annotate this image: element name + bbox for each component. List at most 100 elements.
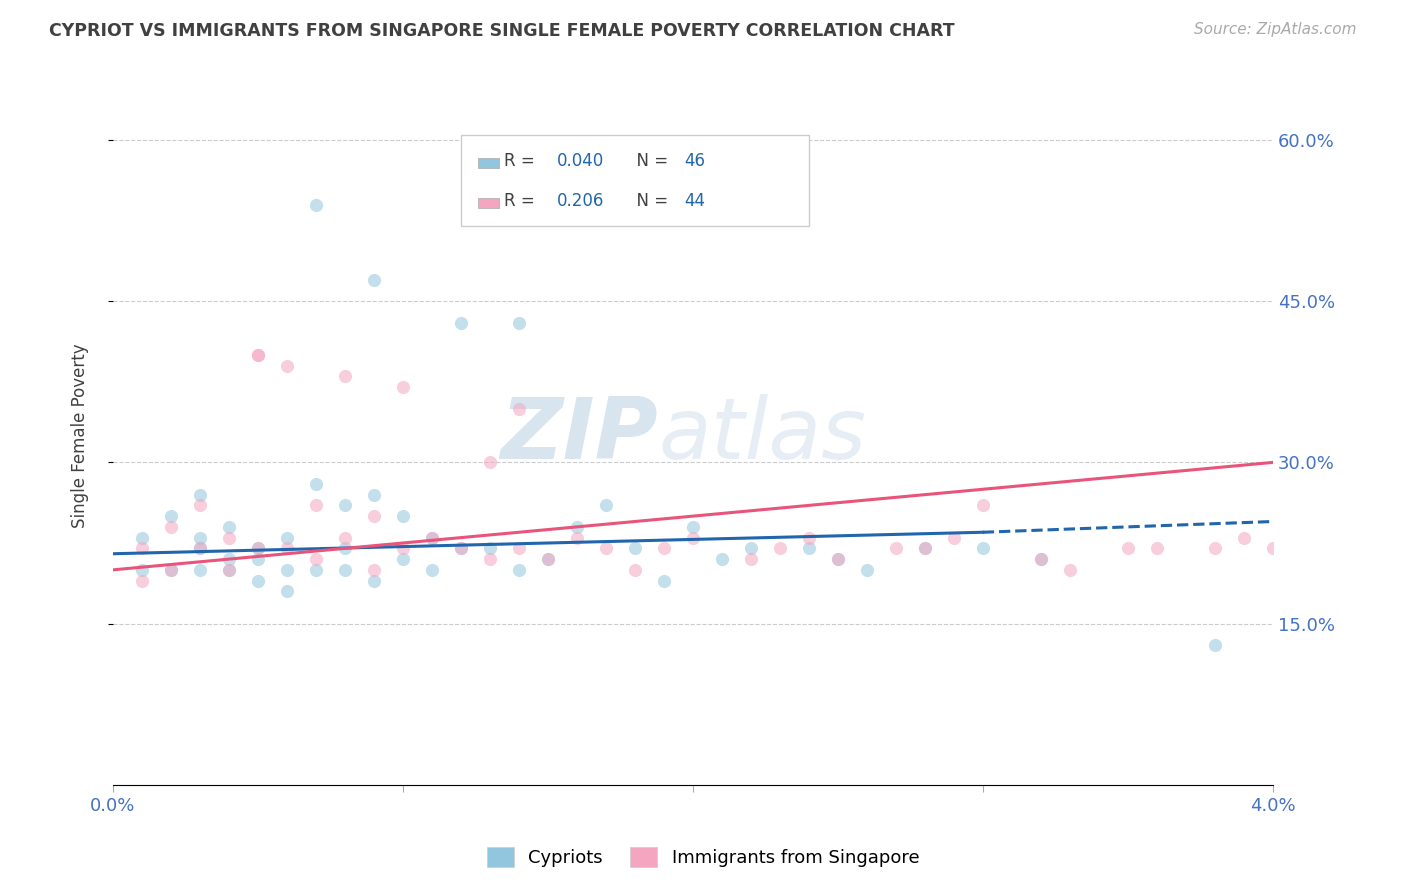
Cypriots (246, 552, 269, 566)
Cypriots (333, 499, 356, 513)
Cypriots (305, 197, 328, 211)
Cypriots (276, 563, 298, 577)
Immigrants from Singapore (797, 531, 820, 545)
Immigrants from Singapore (1146, 541, 1168, 556)
Cypriots (160, 563, 183, 577)
Cypriots (827, 552, 849, 566)
Text: 44: 44 (685, 192, 706, 210)
Cypriots (710, 552, 733, 566)
Cypriots (305, 476, 328, 491)
Text: N =: N = (626, 152, 673, 169)
Legend: Cypriots, Immigrants from Singapore: Cypriots, Immigrants from Singapore (479, 839, 927, 874)
Cypriots (218, 520, 240, 534)
Cypriots (363, 273, 385, 287)
Immigrants from Singapore (508, 401, 530, 416)
Cypriots (188, 563, 211, 577)
Cypriots (420, 531, 443, 545)
Cypriots (972, 541, 994, 556)
Text: 46: 46 (685, 152, 706, 169)
Cypriots (276, 584, 298, 599)
Cypriots (450, 316, 472, 330)
Immigrants from Singapore (740, 552, 762, 566)
Cypriots (305, 563, 328, 577)
Immigrants from Singapore (246, 348, 269, 362)
Cypriots (188, 531, 211, 545)
Immigrants from Singapore (914, 541, 936, 556)
Immigrants from Singapore (218, 563, 240, 577)
Cypriots (392, 552, 415, 566)
Cypriots (363, 488, 385, 502)
Cypriots (188, 541, 211, 556)
Cypriots (218, 552, 240, 566)
Cypriots (478, 541, 501, 556)
Cypriots (420, 563, 443, 577)
Cypriots (565, 520, 588, 534)
Cypriots (537, 552, 560, 566)
Immigrants from Singapore (276, 541, 298, 556)
FancyBboxPatch shape (478, 159, 499, 169)
Immigrants from Singapore (450, 541, 472, 556)
Immigrants from Singapore (652, 541, 675, 556)
Text: ZIP: ZIP (501, 394, 658, 477)
Immigrants from Singapore (246, 348, 269, 362)
Immigrants from Singapore (160, 563, 183, 577)
Text: CYPRIOT VS IMMIGRANTS FROM SINGAPORE SINGLE FEMALE POVERTY CORRELATION CHART: CYPRIOT VS IMMIGRANTS FROM SINGAPORE SIN… (49, 22, 955, 40)
Text: 0.206: 0.206 (557, 192, 605, 210)
Immigrants from Singapore (363, 509, 385, 524)
Immigrants from Singapore (131, 541, 153, 556)
Immigrants from Singapore (1204, 541, 1226, 556)
Immigrants from Singapore (537, 552, 560, 566)
Immigrants from Singapore (333, 369, 356, 384)
Text: Source: ZipAtlas.com: Source: ZipAtlas.com (1194, 22, 1357, 37)
Text: R =: R = (505, 192, 540, 210)
Immigrants from Singapore (363, 563, 385, 577)
Immigrants from Singapore (188, 541, 211, 556)
Immigrants from Singapore (1059, 563, 1081, 577)
Cypriots (276, 531, 298, 545)
Cypriots (740, 541, 762, 556)
Cypriots (333, 541, 356, 556)
Cypriots (188, 488, 211, 502)
Immigrants from Singapore (942, 531, 965, 545)
Immigrants from Singapore (769, 541, 792, 556)
Text: 0.040: 0.040 (557, 152, 605, 169)
Immigrants from Singapore (131, 574, 153, 588)
Immigrants from Singapore (1233, 531, 1256, 545)
Immigrants from Singapore (1116, 541, 1139, 556)
Cypriots (624, 541, 647, 556)
Immigrants from Singapore (972, 499, 994, 513)
Immigrants from Singapore (188, 499, 211, 513)
Immigrants from Singapore (392, 380, 415, 394)
Immigrants from Singapore (246, 541, 269, 556)
Cypriots (246, 574, 269, 588)
Cypriots (595, 499, 617, 513)
Text: N =: N = (626, 192, 673, 210)
FancyBboxPatch shape (478, 198, 499, 209)
Cypriots (450, 541, 472, 556)
Cypriots (160, 509, 183, 524)
Immigrants from Singapore (305, 499, 328, 513)
Cypriots (392, 509, 415, 524)
Cypriots (1029, 552, 1052, 566)
Text: R =: R = (505, 152, 540, 169)
Immigrants from Singapore (1261, 541, 1284, 556)
Immigrants from Singapore (1029, 552, 1052, 566)
Immigrants from Singapore (333, 531, 356, 545)
Cypriots (508, 316, 530, 330)
Cypriots (1204, 638, 1226, 652)
Immigrants from Singapore (624, 563, 647, 577)
Immigrants from Singapore (218, 531, 240, 545)
FancyBboxPatch shape (461, 136, 808, 226)
Immigrants from Singapore (565, 531, 588, 545)
Cypriots (682, 520, 704, 534)
Cypriots (508, 563, 530, 577)
Immigrants from Singapore (478, 552, 501, 566)
Text: atlas: atlas (658, 394, 866, 477)
Immigrants from Singapore (305, 552, 328, 566)
Immigrants from Singapore (827, 552, 849, 566)
Immigrants from Singapore (508, 541, 530, 556)
Immigrants from Singapore (420, 531, 443, 545)
Cypriots (131, 531, 153, 545)
Immigrants from Singapore (884, 541, 907, 556)
Cypriots (652, 574, 675, 588)
